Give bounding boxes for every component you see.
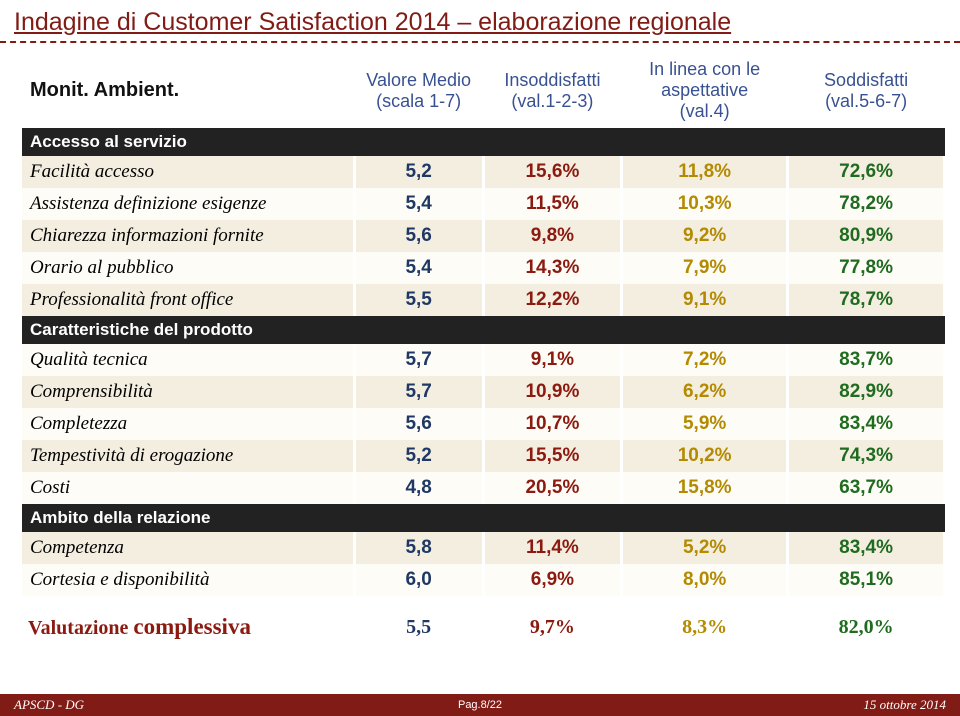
data-cell: 83,7% [788, 344, 945, 376]
data-cell: 5,5 [354, 284, 483, 316]
data-cell: 15,6% [483, 156, 621, 188]
data-cell: 5,2% [622, 532, 788, 564]
row-label: Professionalità front office [22, 284, 354, 316]
column-header: Insoddisfatti(val.1-2-3) [483, 53, 621, 128]
data-cell: 77,8% [788, 252, 945, 284]
row-label: Chiarezza informazioni fornite [22, 220, 354, 252]
row-label: Costi [22, 472, 354, 504]
data-cell: 8,0% [622, 564, 788, 596]
page-title: Indagine di Customer Satisfaction 2014 –… [0, 0, 960, 41]
footer-center: Pag.8/22 [458, 699, 502, 711]
section-header: Accesso al servizio [22, 128, 945, 156]
row-label: Competenza [22, 532, 354, 564]
section-header: Ambito della relazione [22, 504, 945, 532]
corner-label: Monit. Ambient. [22, 53, 354, 128]
data-cell: 5,4 [354, 252, 483, 284]
data-cell: 5,2 [354, 156, 483, 188]
data-cell: 74,3% [788, 440, 945, 472]
column-header: Soddisfatti(val.5-6-7) [788, 53, 945, 128]
data-cell: 4,8 [354, 472, 483, 504]
data-cell: 15,8% [622, 472, 788, 504]
footer-left: APSCD - DG [14, 697, 84, 713]
total-label: Valutazione complessiva [22, 608, 354, 646]
total-cell: 9,7% [483, 608, 621, 646]
section-header: Caratteristiche del prodotto [22, 316, 945, 344]
data-cell: 6,2% [622, 376, 788, 408]
total-cell: 5,5 [354, 608, 483, 646]
data-cell: 85,1% [788, 564, 945, 596]
column-header: In linea con le aspettative(val.4) [622, 53, 788, 128]
row-label: Orario al pubblico [22, 252, 354, 284]
data-cell: 10,2% [622, 440, 788, 472]
data-cell: 6,9% [483, 564, 621, 596]
data-cell: 7,9% [622, 252, 788, 284]
data-cell: 5,2 [354, 440, 483, 472]
data-cell: 5,7 [354, 344, 483, 376]
title-divider [0, 41, 960, 43]
data-cell: 11,4% [483, 532, 621, 564]
row-label: Cortesia e disponibilità [22, 564, 354, 596]
data-cell: 5,9% [622, 408, 788, 440]
column-header: Valore Medio(scala 1-7) [354, 53, 483, 128]
table-container: Monit. Ambient. Valore Medio(scala 1-7)I… [0, 53, 960, 646]
data-cell: 12,2% [483, 284, 621, 316]
data-cell: 9,8% [483, 220, 621, 252]
data-cell: 5,6 [354, 220, 483, 252]
data-cell: 83,4% [788, 532, 945, 564]
data-cell: 10,7% [483, 408, 621, 440]
data-cell: 15,5% [483, 440, 621, 472]
data-cell: 5,8 [354, 532, 483, 564]
row-label: Completezza [22, 408, 354, 440]
data-cell: 63,7% [788, 472, 945, 504]
footer-bar: APSCD - DG Pag.8/22 15 ottobre 2014 [0, 694, 960, 716]
row-label: Assistenza definizione esigenze [22, 188, 354, 220]
row-label: Facilità accesso [22, 156, 354, 188]
data-cell: 72,6% [788, 156, 945, 188]
total-cell: 82,0% [788, 608, 945, 646]
data-cell: 5,7 [354, 376, 483, 408]
data-cell: 7,2% [622, 344, 788, 376]
data-cell: 11,8% [622, 156, 788, 188]
data-cell: 78,7% [788, 284, 945, 316]
row-label: Comprensibilità [22, 376, 354, 408]
data-cell: 6,0 [354, 564, 483, 596]
satisfaction-table: Monit. Ambient. Valore Medio(scala 1-7)I… [22, 53, 946, 646]
data-cell: 11,5% [483, 188, 621, 220]
data-cell: 20,5% [483, 472, 621, 504]
data-cell: 10,9% [483, 376, 621, 408]
row-label: Qualità tecnica [22, 344, 354, 376]
data-cell: 9,1% [483, 344, 621, 376]
footer-right: 15 ottobre 2014 [863, 697, 946, 713]
data-cell: 82,9% [788, 376, 945, 408]
data-cell: 5,6 [354, 408, 483, 440]
data-cell: 78,2% [788, 188, 945, 220]
total-cell: 8,3% [622, 608, 788, 646]
row-label: Tempestività di erogazione [22, 440, 354, 472]
data-cell: 9,2% [622, 220, 788, 252]
data-cell: 83,4% [788, 408, 945, 440]
data-cell: 5,4 [354, 188, 483, 220]
data-cell: 10,3% [622, 188, 788, 220]
data-cell: 9,1% [622, 284, 788, 316]
data-cell: 80,9% [788, 220, 945, 252]
data-cell: 14,3% [483, 252, 621, 284]
